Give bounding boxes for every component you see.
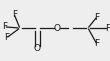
Text: F: F <box>105 24 110 33</box>
Text: F: F <box>2 22 7 31</box>
Text: O: O <box>54 24 61 33</box>
Text: F: F <box>4 33 9 42</box>
Text: F: F <box>12 10 17 19</box>
Text: O: O <box>34 44 41 53</box>
Text: F: F <box>94 13 99 22</box>
Text: F: F <box>94 39 99 48</box>
